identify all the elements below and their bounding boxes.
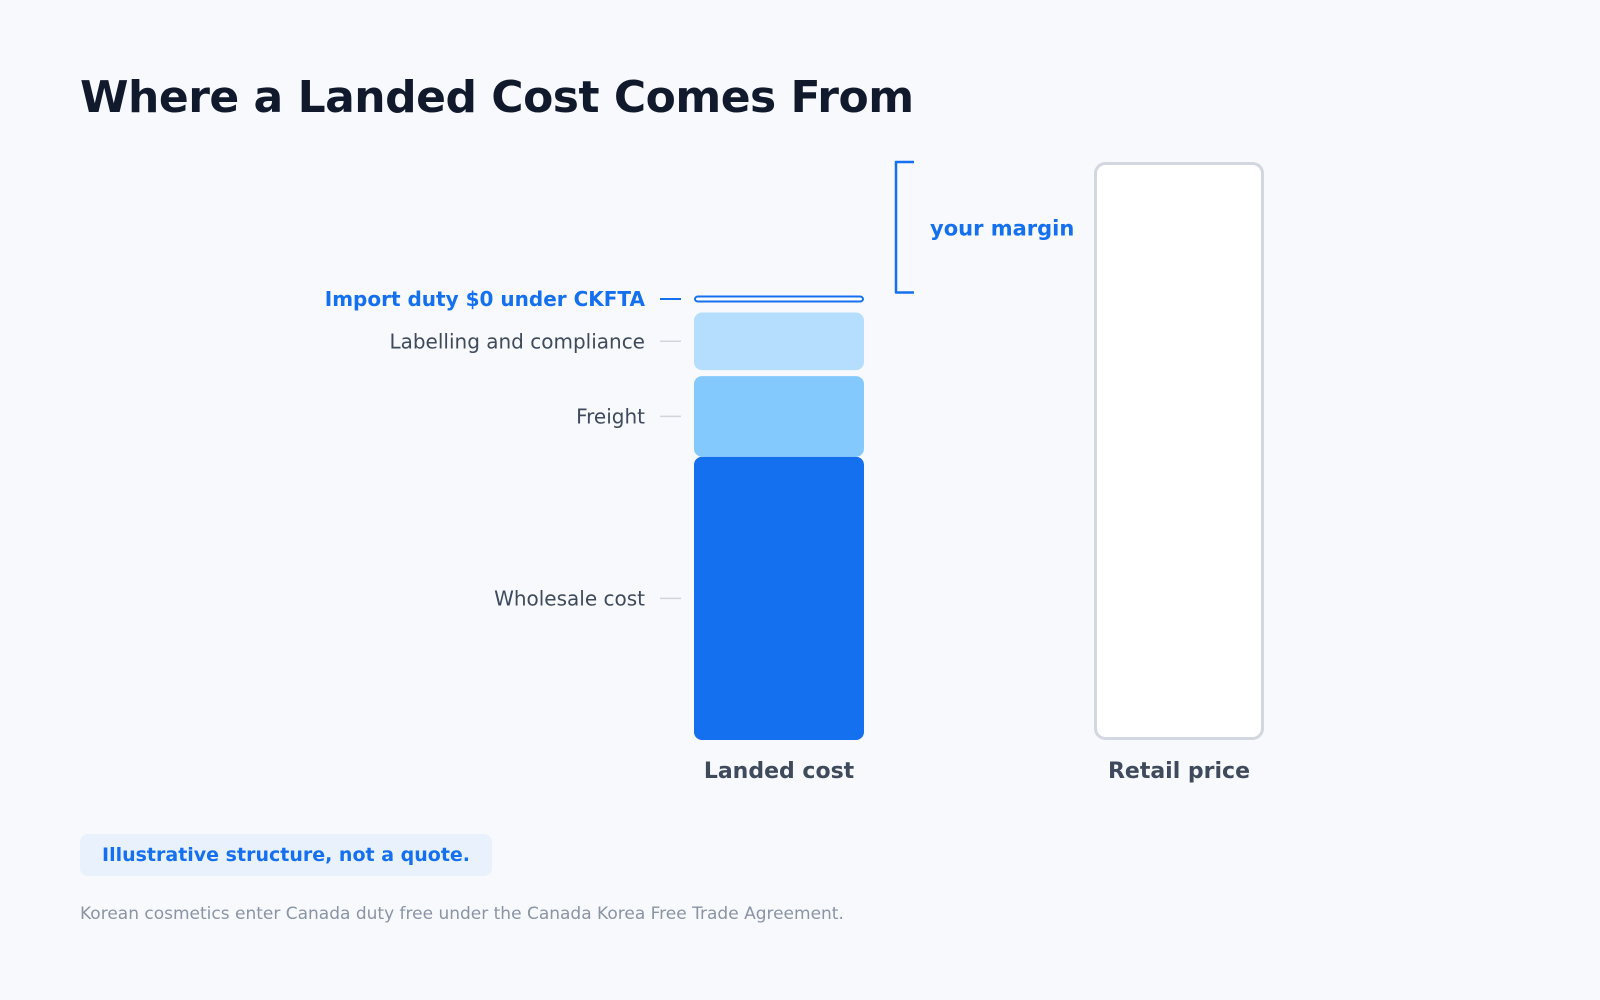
bar-segment-labelling-and-compliance bbox=[694, 312, 864, 371]
margin-label: your margin bbox=[930, 216, 1074, 240]
footnote: Korean cosmetics enter Canada duty free … bbox=[80, 904, 844, 924]
bar-segment-wholesale-cost bbox=[694, 456, 864, 740]
page-title: Where a Landed Cost Comes From bbox=[80, 72, 914, 123]
segment-label-wholesale-cost: Wholesale cost bbox=[494, 586, 645, 610]
bar-retail-price bbox=[1094, 162, 1264, 740]
category-label-landed-cost: Landed cost bbox=[704, 759, 855, 784]
category-label-retail-price: Retail price bbox=[1108, 759, 1250, 784]
bar-segment-import-duty-0-under-ckfta bbox=[694, 295, 864, 303]
segment-label-import-duty-0-under-ckfta: Import duty $0 under CKFTA bbox=[325, 287, 646, 311]
bar-segment-freight bbox=[694, 376, 864, 457]
segment-label-freight: Freight bbox=[576, 404, 645, 428]
disclaimer-badge: Illustrative structure, not a quote. bbox=[80, 834, 493, 876]
segment-label-labelling-and-compliance: Labelling and compliance bbox=[389, 329, 645, 353]
margin-bracket bbox=[894, 160, 914, 294]
landed-cost-chart: Wholesale cost Freight Labelling and compl… bbox=[325, 160, 1264, 784]
